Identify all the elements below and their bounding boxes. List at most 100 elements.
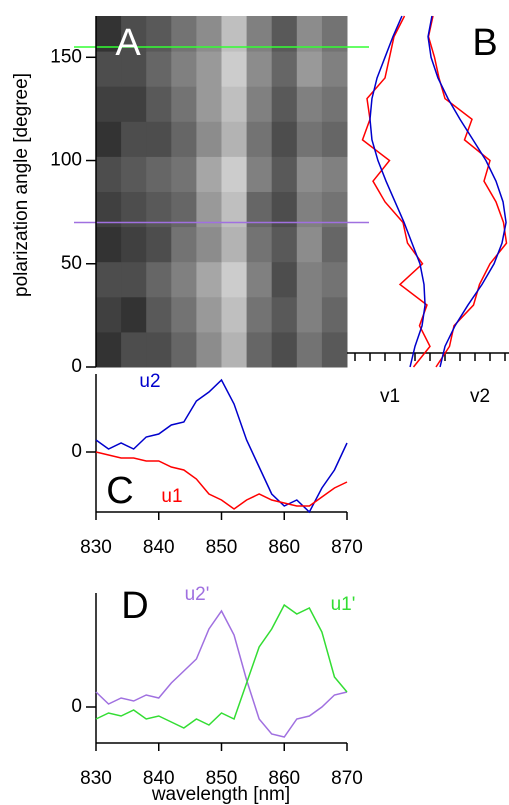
annotation: u2 [139,371,160,392]
heatmap-cell [121,331,147,368]
data-line [427,15,508,368]
y-tick-label: 150 [50,46,82,67]
panel-label: D [121,585,148,627]
y-tick-label: 100 [50,150,82,171]
y-tick-label: 0 [71,441,82,462]
x-tick-label: 840 [143,537,175,558]
heatmap-cell [221,261,248,298]
heatmap-cell [171,191,197,228]
heatmap-cell [271,51,298,87]
heatmap-cell [196,226,222,263]
heatmap-cell [296,86,323,122]
heatmap-cell [271,191,298,228]
heatmap-cell [321,86,348,122]
panel-label: A [115,22,141,64]
heatmap-cell [296,51,323,87]
heatmap-cell [296,121,323,157]
heatmap-cell [246,226,273,263]
heatmap-cell [146,156,172,192]
axis-label: v1 [380,386,400,407]
heatmap-cell [246,296,273,333]
heatmap-cell [271,331,298,368]
heatmap-cell [121,16,147,52]
heatmap-cell [246,51,273,87]
heatmap-cell [221,296,248,333]
heatmap-cell [196,86,222,122]
heatmap-cell [146,296,172,333]
axis-label: v2 [470,386,490,407]
heatmap-cell [96,261,122,298]
heatmap-cell [121,191,147,228]
heatmap-cell [196,121,222,157]
heatmap-cell [271,16,298,52]
heatmap-cell [146,226,172,263]
heatmap-cell [171,331,197,368]
heatmap-cell [246,86,273,122]
heatmap-cell [221,121,248,157]
heatmap-cell [171,296,197,333]
heatmap-cell [246,121,273,157]
heatmap-cell [246,331,273,368]
heatmap-cell [146,86,172,122]
heatmap-cell [296,16,323,52]
x-tick-label: 850 [206,537,238,558]
heatmap-cell [271,121,298,157]
heatmap-cell [146,16,172,52]
heatmap-cell [196,156,222,192]
data-line [361,15,431,368]
annotation: u1' [331,594,356,615]
heatmap-cell [271,156,298,192]
heatmap-cell [96,51,122,87]
heatmap-cell [296,296,323,333]
x-tick-label: 870 [331,537,363,558]
heatmap-cell [96,191,122,228]
heatmap-cell [146,261,172,298]
heatmap-cell [296,226,323,263]
heatmap-cell [321,261,348,298]
panel-label: B [472,22,497,64]
heatmap-cell [271,296,298,333]
heatmap-cell [196,296,222,333]
heatmap-cell [121,226,147,263]
heatmap-cell [246,261,273,298]
heatmap-cell [96,86,122,122]
heatmap-cell [196,51,222,87]
heatmap-cell [171,226,197,263]
heatmap-cell [96,296,122,333]
heatmap-cell [146,51,172,87]
data-line [427,15,507,368]
heatmap-cell [96,16,122,52]
heatmap-cell [171,121,197,157]
heatmap-cell [296,331,323,368]
heatmap-cell [321,331,348,368]
y-tick-label: 0 [71,356,82,377]
heatmap-cell [271,226,298,263]
heatmap-cell [171,86,197,122]
heatmap-cell [246,156,273,192]
x-tick-label: 850 [206,768,238,789]
heatmap-cell [321,296,348,333]
heatmap-cell [221,16,248,52]
heatmap-cell [321,156,348,192]
heatmap-cell [221,191,248,228]
x-tick-label: 840 [143,768,175,789]
heatmap-cell [296,156,323,192]
heatmap-cell [96,156,122,192]
annotation: u2' [185,584,210,605]
x-axis-label: wavelength [nm] [151,784,290,805]
heatmap-cell [171,51,197,87]
heatmap-cell [121,296,147,333]
panel-label: C [106,470,133,512]
heatmap-cell [321,51,348,87]
y-tick-label: 0 [71,696,82,717]
annotation: u1 [161,486,182,507]
heatmap-cell [321,191,348,228]
heatmap-cell [121,121,147,157]
heatmap-cell [146,191,172,228]
data-line [95,609,348,738]
heatmap-cell [146,121,172,157]
heatmap-cell [121,86,147,122]
heatmap-cell [196,331,222,368]
heatmap-cell [196,261,222,298]
